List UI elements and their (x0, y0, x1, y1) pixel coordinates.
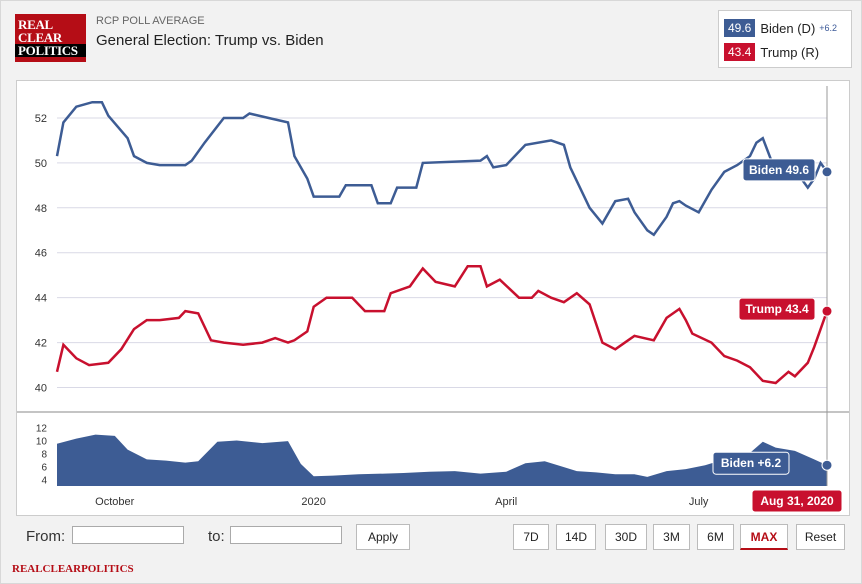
y-tick-label: 40 (35, 383, 47, 395)
to-date-input[interactable] (230, 526, 342, 544)
trump-marker (821, 305, 833, 317)
spread-tick-label: 10 (36, 437, 48, 448)
y-tick-label: 44 (35, 293, 47, 305)
biden-marker (821, 166, 833, 178)
y-tick-label: 46 (35, 248, 47, 260)
x-tick-label: 2020 (301, 496, 325, 508)
biden-tooltip (742, 158, 816, 182)
spread-tooltip (712, 451, 790, 475)
trump-tooltip (738, 297, 816, 321)
spread-marker (821, 459, 833, 471)
spread-tick-label: 12 (36, 424, 48, 435)
chart-subtitle: RCP POLL AVERAGE (96, 15, 205, 27)
range-max-button[interactable]: MAX (740, 524, 788, 550)
range-30d-button[interactable]: 30D (605, 524, 647, 550)
legend-trump[interactable]: 43.4 Trump (R) (724, 42, 819, 62)
logo-line-1: REAL (18, 17, 53, 32)
spread-area (57, 434, 827, 486)
spread-tick-label: 8 (41, 450, 47, 461)
chart-title: General Election: Trump vs. Biden (96, 32, 324, 49)
spread-tick-label: 6 (41, 463, 47, 474)
range-3m-button[interactable]: 3M (653, 524, 690, 550)
legend-biden[interactable]: 49.6 Biden (D) +6.2 (724, 18, 837, 38)
to-label: to: (208, 528, 225, 545)
biden-line (55, 100, 829, 237)
legend-biden-label: Biden (D) (760, 20, 816, 36)
legend-trump-value: 43.4 (724, 43, 756, 61)
trump-line (55, 264, 829, 385)
footer-brand[interactable]: REALCLEARPOLITICS (12, 563, 134, 575)
range-14d-button[interactable]: 14D (556, 524, 596, 550)
reset-button[interactable]: Reset (796, 524, 845, 550)
spread-tooltip-label: Biden +6.2 (721, 456, 782, 470)
y-tick-label: 50 (35, 158, 47, 170)
y-tick-label: 48 (35, 203, 47, 215)
legend-trump-label: Trump (R) (760, 44, 820, 60)
x-tick-label: April (495, 496, 517, 508)
from-date-input[interactable] (72, 526, 184, 544)
logo-line-2: CLEAR (18, 30, 63, 45)
poll-chart[interactable]: 52 50 48 46 44 42 40 12 10 8 6 4 October 2020 April Jul… (17, 81, 849, 515)
rcp-logo[interactable]: REAL CLEAR POLITICS (15, 14, 86, 62)
date-controls: From: to: Apply 7D 14D 30D 3M 6M MAX Res… (16, 518, 850, 558)
spread-tick-label: 4 (41, 476, 47, 487)
date-tooltip-label: Aug 31, 2020 (760, 494, 834, 508)
legend: 49.6 Biden (D) +6.2 43.4 Trump (R) (718, 10, 852, 68)
chart-panel[interactable]: 52 50 48 46 44 42 40 12 10 8 6 4 October 2020 April Jul… (16, 80, 850, 516)
biden-tooltip-label: Biden 49.6 (749, 163, 809, 177)
x-tick-label: July (689, 496, 709, 508)
y-tick-label: 42 (35, 338, 47, 350)
legend-biden-delta: +6.2 (819, 23, 838, 33)
range-7d-button[interactable]: 7D (513, 524, 549, 550)
logo-line-3: POLITICS (15, 44, 86, 57)
legend-biden-value: 49.6 (724, 19, 756, 37)
apply-button[interactable]: Apply (356, 524, 410, 550)
range-6m-button[interactable]: 6M (697, 524, 734, 550)
from-label: From: (26, 528, 66, 545)
x-tick-label: October (95, 496, 134, 508)
y-tick-label: 52 (35, 113, 47, 125)
trump-tooltip-label: Trump 43.4 (745, 302, 809, 316)
date-tooltip (751, 489, 843, 513)
